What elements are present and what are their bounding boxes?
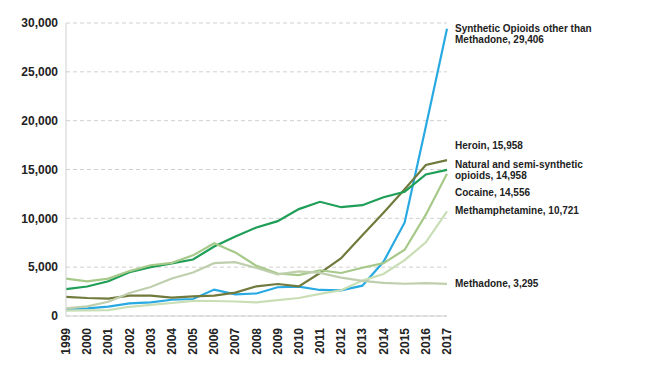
svg-text:15,000: 15,000 [21,163,58,177]
svg-text:5,000: 5,000 [28,260,58,274]
svg-text:1999: 1999 [59,328,73,355]
svg-text:Methadone, 3,295: Methadone, 3,295 [455,278,539,289]
svg-text:2001: 2001 [101,328,115,355]
svg-text:2004: 2004 [165,328,179,355]
svg-text:Heroin, 15,958: Heroin, 15,958 [455,140,523,151]
svg-text:0: 0 [51,309,58,323]
svg-text:2010: 2010 [292,328,306,355]
svg-text:Methamphetamine, 10,721: Methamphetamine, 10,721 [455,205,579,216]
svg-text:Natural and semi-syntheticopio: Natural and semi-syntheticopioids, 14,95… [455,159,583,181]
svg-text:10,000: 10,000 [21,212,58,226]
svg-text:2006: 2006 [207,328,221,355]
svg-text:25,000: 25,000 [21,65,58,79]
svg-text:2008: 2008 [250,328,264,355]
svg-text:2009: 2009 [271,328,285,355]
svg-text:2017: 2017 [440,328,454,355]
svg-text:2016: 2016 [419,328,433,355]
svg-text:2014: 2014 [377,328,391,355]
svg-text:2002: 2002 [123,328,137,355]
svg-text:2015: 2015 [398,328,412,355]
svg-text:2013: 2013 [355,328,369,355]
svg-text:2003: 2003 [144,328,158,355]
svg-text:2005: 2005 [186,328,200,355]
svg-text:2011: 2011 [313,328,327,354]
svg-text:Synthetic Opioids other thanMe: Synthetic Opioids other thanMethadone, 2… [455,23,592,45]
svg-text:2012: 2012 [334,328,348,355]
svg-text:Cocaine, 14,556: Cocaine, 14,556 [455,187,530,198]
svg-text:2007: 2007 [228,328,242,355]
svg-text:30,000: 30,000 [21,16,58,30]
svg-text:2000: 2000 [80,328,94,355]
svg-text:20,000: 20,000 [21,114,58,128]
